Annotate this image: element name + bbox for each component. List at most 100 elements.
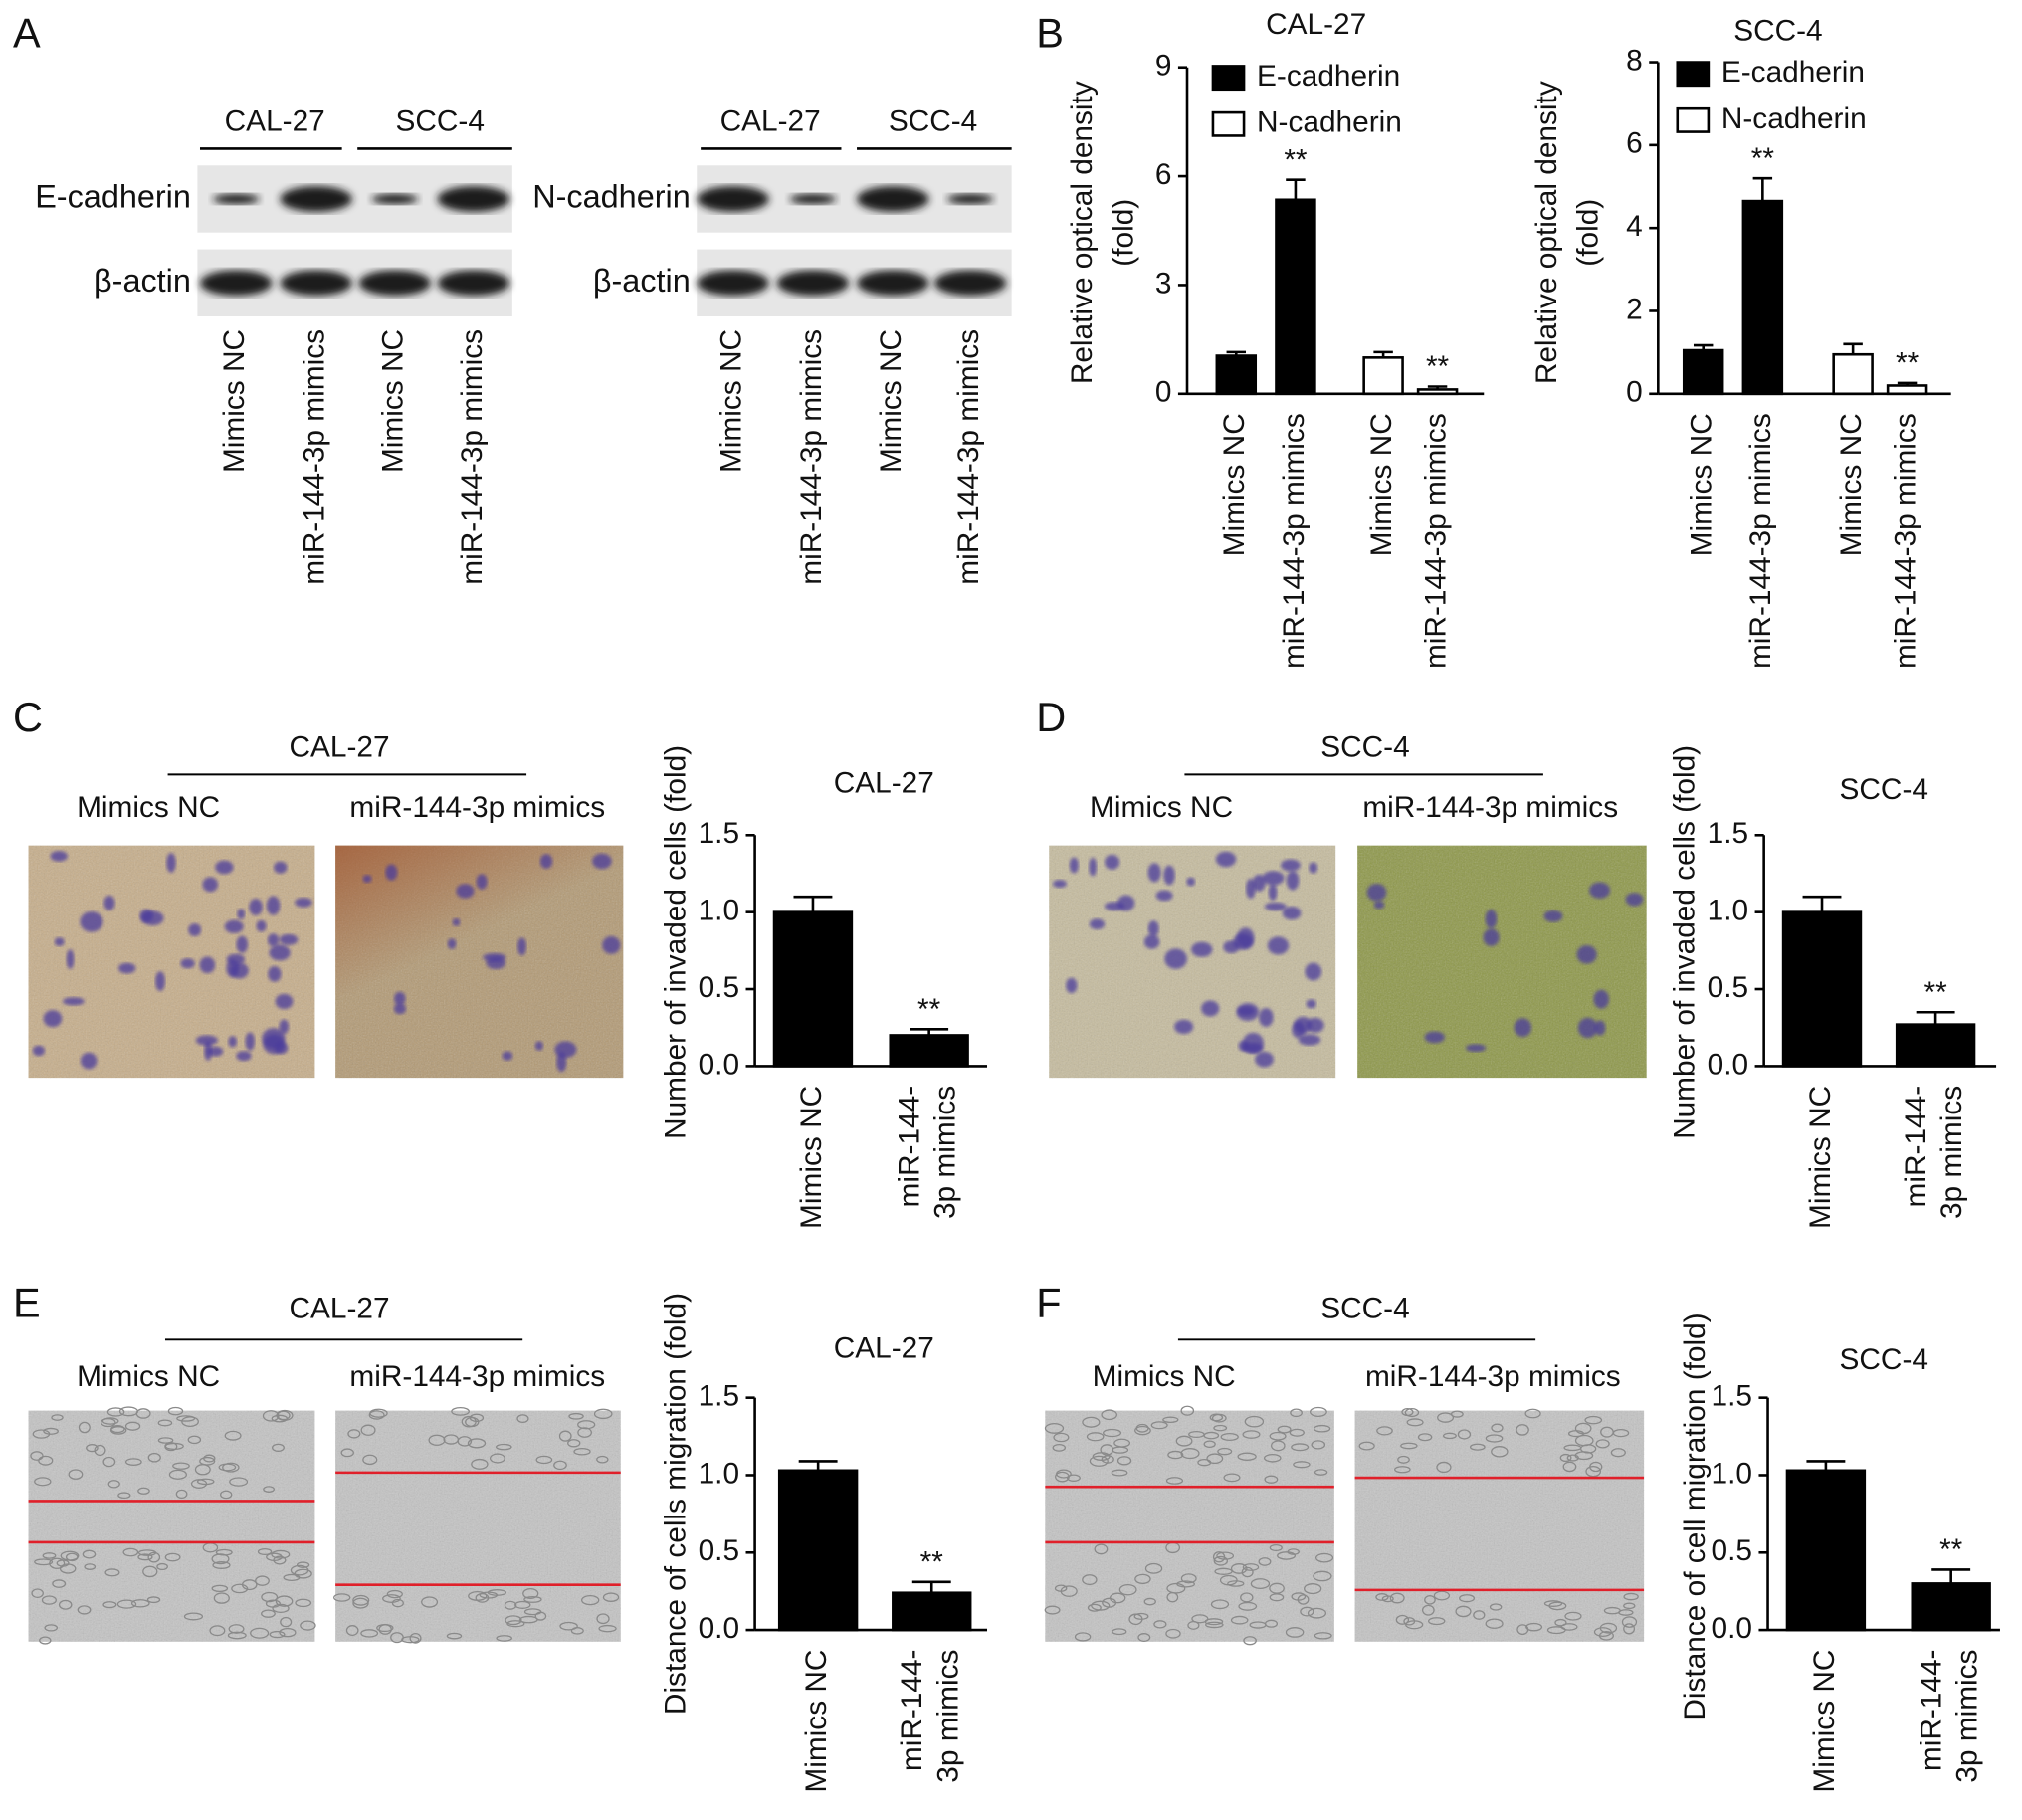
- bar: [1362, 356, 1404, 396]
- x-tick-label: Mimics NC: [795, 1086, 828, 1229]
- bar: [1416, 388, 1459, 396]
- panel-label: C: [13, 694, 43, 740]
- cell: [139, 909, 153, 922]
- cell: [1197, 1458, 1212, 1467]
- panel-label: A: [13, 10, 41, 57]
- cell: [1306, 999, 1316, 1009]
- micrograph-label: Mimics NC: [1090, 791, 1233, 824]
- cell: [1241, 1566, 1254, 1578]
- cell: [116, 1599, 137, 1609]
- cell: [1213, 1555, 1228, 1566]
- y-tick-label: 0: [1626, 376, 1643, 409]
- cell: [1082, 1574, 1098, 1586]
- bar: [1895, 1023, 1976, 1068]
- cell: [602, 935, 621, 954]
- cell: [156, 1562, 168, 1571]
- cell: [157, 1419, 173, 1427]
- cell: [231, 1583, 249, 1594]
- cell: [1262, 871, 1285, 886]
- cell: [261, 1591, 279, 1603]
- x-tick-label: 3p mimics: [931, 1650, 964, 1783]
- cell: [39, 1636, 52, 1645]
- cell: [1091, 1600, 1111, 1611]
- cell: [290, 1564, 309, 1576]
- cell: [44, 1624, 59, 1632]
- lane-label: miR-144-3p mimics: [299, 329, 331, 585]
- cell: [1306, 1017, 1324, 1033]
- cell: [168, 1469, 187, 1480]
- micrograph-label: miR-144-3p mimics: [349, 791, 605, 824]
- cell: [272, 1443, 285, 1452]
- cell: [1175, 1435, 1193, 1447]
- cell: [1074, 1632, 1092, 1642]
- cell: [1603, 1606, 1621, 1615]
- blot-row-label: N-cadherin: [532, 179, 691, 215]
- lane-label: miR-144-3p mimics: [952, 329, 985, 585]
- cell: [1574, 1434, 1594, 1447]
- legend-label: E-cadherin: [1257, 60, 1400, 93]
- cell: [66, 949, 75, 969]
- cell: [1485, 909, 1498, 929]
- cell: [62, 997, 85, 1006]
- cell: [155, 971, 165, 991]
- cell: [1457, 1429, 1472, 1440]
- cell: [1514, 1018, 1532, 1038]
- cell: [211, 1553, 230, 1565]
- cell: [1485, 1618, 1504, 1629]
- y-tick-label: 0: [1155, 376, 1172, 409]
- cell: [1577, 1017, 1598, 1039]
- cell: [1103, 1428, 1122, 1438]
- cell: [30, 1451, 44, 1461]
- y-tick-label: 9: [1155, 50, 1172, 83]
- cell: [516, 1414, 529, 1424]
- cell: [1101, 1409, 1118, 1421]
- cell: [1150, 1421, 1168, 1430]
- blot-band: [437, 270, 510, 297]
- cell: [1358, 1441, 1375, 1451]
- cell: [1594, 1020, 1606, 1036]
- cell: [1230, 1615, 1249, 1625]
- y-axis-label: Relative optical density: [1530, 81, 1563, 384]
- cell: [1567, 1430, 1585, 1438]
- cell: [51, 1414, 64, 1421]
- cell: [1227, 1580, 1245, 1587]
- legend-label: E-cadherin: [1721, 56, 1865, 89]
- significance: **: [1284, 143, 1308, 176]
- cell: [1246, 878, 1256, 899]
- cell: [1595, 1439, 1610, 1449]
- cell: [1252, 874, 1266, 892]
- cell: [1089, 918, 1106, 930]
- legend-label: N-cadherin: [1257, 106, 1402, 139]
- chart-title: SCC-4: [1733, 15, 1822, 48]
- cell: [1292, 1021, 1306, 1039]
- micrograph-noise: [1357, 845, 1647, 1079]
- x-tick-label: miR-144-: [1915, 1650, 1947, 1772]
- cell: [100, 1417, 116, 1428]
- cell: [471, 1458, 489, 1470]
- cell: [456, 884, 475, 899]
- y-tick-label: 1.0: [1708, 895, 1748, 927]
- cell: [1610, 1448, 1626, 1458]
- cell: [428, 1434, 446, 1446]
- cell: [269, 1630, 286, 1639]
- y-axis-label: Number of invaded cells (fold): [660, 745, 693, 1139]
- cell: [553, 1460, 567, 1471]
- cell: [1086, 1432, 1105, 1442]
- cell: [362, 875, 372, 884]
- cell: [1094, 1543, 1109, 1555]
- cell: [1584, 1415, 1603, 1425]
- cell: [1210, 1599, 1230, 1610]
- cell: [1589, 1461, 1603, 1473]
- blot-band: [697, 270, 769, 297]
- cell: [147, 1452, 161, 1463]
- cell: [213, 1592, 230, 1604]
- blot-band: [776, 270, 850, 297]
- cell: [295, 897, 312, 908]
- cell: [1625, 893, 1644, 907]
- x-tick-label: Mimics NC: [1808, 1650, 1841, 1793]
- cell: [1268, 883, 1278, 902]
- cell: [271, 1414, 289, 1423]
- x-tick-label: miR-144-3p mimics: [1889, 413, 1921, 669]
- cell: [180, 958, 195, 969]
